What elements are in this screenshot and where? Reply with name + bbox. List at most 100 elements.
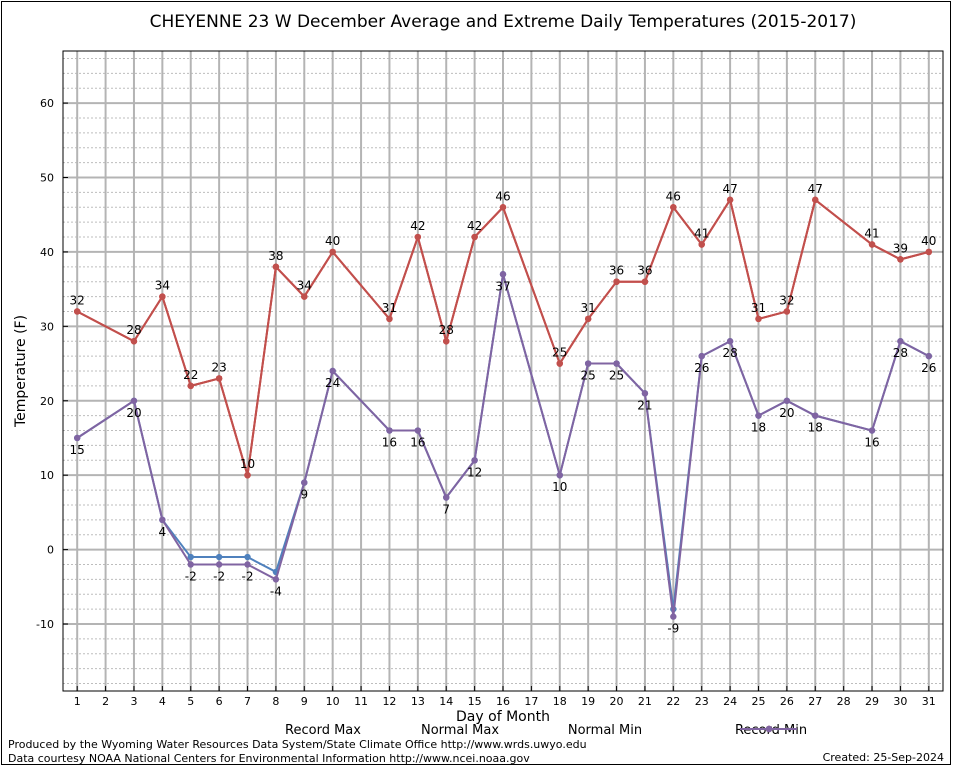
max-data-label: 31 <box>382 301 397 315</box>
max-data-label: 34 <box>155 279 170 293</box>
x-tick-label: 28 <box>837 695 851 708</box>
min-data-label: 15 <box>70 443 85 457</box>
record-min-point <box>641 390 649 397</box>
max-data-label: 40 <box>325 234 340 248</box>
normal-max-point <box>130 338 138 345</box>
min-data-label: 16 <box>864 436 879 450</box>
normal-max-point <box>641 278 649 285</box>
min-data-label: 7 <box>442 503 450 517</box>
normal-min-point <box>215 553 223 561</box>
max-data-label: 40 <box>921 234 936 248</box>
min-data-label: 9 <box>300 488 308 502</box>
max-data-label: 36 <box>609 264 624 278</box>
record-min-point <box>584 360 592 367</box>
max-data-label: 46 <box>666 189 681 203</box>
x-tick-label: 18 <box>553 695 567 708</box>
y-tick-label: 10 <box>40 469 54 482</box>
max-data-label: 25 <box>552 346 567 360</box>
y-tick-label: 30 <box>40 320 54 333</box>
max-data-label: 23 <box>211 360 226 374</box>
record-min-point <box>499 271 507 278</box>
normal-max-point <box>471 233 478 241</box>
normal-max-point <box>670 204 677 211</box>
x-tick-label: 7 <box>244 695 251 708</box>
record-min-legend-marker <box>765 725 773 733</box>
normal-max-point <box>755 315 762 323</box>
min-data-label: 16 <box>382 436 397 450</box>
x-tick-label: 30 <box>893 695 907 708</box>
x-tick-label: 20 <box>610 695 624 708</box>
min-data-label: 10 <box>552 480 567 494</box>
record-min-point <box>301 479 308 486</box>
min-data-label: 16 <box>410 436 425 450</box>
record-min-point <box>670 613 677 620</box>
record-min-point <box>897 338 904 345</box>
y-axis-label: Temperature (F) <box>13 315 29 428</box>
x-tick-label: 8 <box>272 695 279 708</box>
x-tick-label: 29 <box>865 695 879 708</box>
record-min-point <box>556 471 563 479</box>
max-data-label: 47 <box>808 182 823 196</box>
record-min-point <box>386 427 393 434</box>
normal-max-legend-label: Normal Max <box>421 723 499 738</box>
y-tick-label: 40 <box>40 246 54 259</box>
y-tick-label: 50 <box>40 172 54 185</box>
x-tick-label: 23 <box>695 695 709 708</box>
x-tick-label: 21 <box>638 695 652 708</box>
max-data-label: 28 <box>439 323 454 337</box>
x-tick-label: 5 <box>187 695 194 708</box>
y-tick-label: -10 <box>36 618 54 631</box>
normal-max-point <box>783 308 791 315</box>
x-tick-label: 16 <box>496 695 510 708</box>
normal-max-point <box>812 196 819 204</box>
record-min-point <box>726 338 734 345</box>
x-tick-label: 25 <box>751 695 765 708</box>
producer-credit: Produced by the Wyoming Water Resources … <box>8 738 587 751</box>
min-data-label: 37 <box>495 279 510 293</box>
record-min-point <box>812 412 819 419</box>
normal-max-point <box>159 293 166 300</box>
max-data-label: 42 <box>467 219 482 233</box>
x-tick-label: 12 <box>382 695 396 708</box>
normal-max-point <box>925 248 933 256</box>
max-data-label: 47 <box>722 182 737 196</box>
normal-max-point <box>301 293 308 300</box>
x-tick-label: 2 <box>102 695 109 708</box>
min-data-label: 18 <box>751 421 766 435</box>
x-tick-label: 15 <box>468 695 482 708</box>
max-data-label: 32 <box>779 293 794 307</box>
chart-title: CHEYENNE 23 W December Average and Extre… <box>150 12 857 32</box>
normal-max-point <box>698 241 705 248</box>
record-min-point <box>215 561 223 568</box>
normal-max-point <box>868 241 876 248</box>
min-data-label: 24 <box>325 376 340 390</box>
normal-max-point <box>897 256 904 263</box>
min-data-label: 20 <box>779 406 794 420</box>
x-tick-label: 6 <box>216 695 223 708</box>
x-tick-label: 27 <box>808 695 822 708</box>
min-data-label: 21 <box>637 398 652 412</box>
max-data-label: 36 <box>637 264 652 278</box>
record-min-point <box>925 352 933 360</box>
record-min-point <box>414 427 422 434</box>
max-data-label: 41 <box>694 226 709 240</box>
min-data-label: 18 <box>808 421 823 435</box>
min-data-label: 26 <box>921 361 936 375</box>
x-tick-label: 22 <box>666 695 680 708</box>
record-min-point <box>130 397 138 404</box>
x-tick-label: 11 <box>354 695 368 708</box>
x-tick-label: 10 <box>326 695 340 708</box>
record-min-point <box>755 412 762 419</box>
x-tick-label: 26 <box>780 695 794 708</box>
min-data-label: 28 <box>722 346 737 360</box>
x-tick-label: 1 <box>74 695 81 708</box>
max-data-label: 42 <box>410 219 425 233</box>
x-tick-label: 3 <box>130 695 137 708</box>
max-data-label: 32 <box>70 293 85 307</box>
max-data-label: 22 <box>183 368 198 382</box>
y-tick-label: 20 <box>40 395 54 408</box>
max-data-label: 10 <box>240 457 255 471</box>
record-min-point <box>159 516 166 524</box>
max-data-label: 31 <box>751 301 766 315</box>
